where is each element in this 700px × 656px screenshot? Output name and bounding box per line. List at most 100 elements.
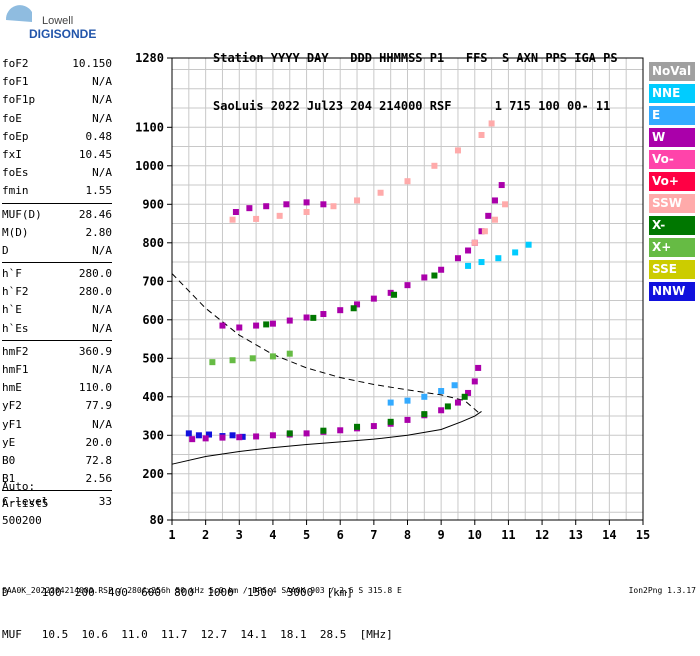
echo-point: [465, 247, 472, 254]
x-tick-label: 4: [269, 528, 276, 542]
echo-point: [502, 201, 509, 208]
legend-item: X+: [649, 238, 695, 257]
param-row: fmin 1.55: [2, 182, 112, 200]
param-name: B1: [2, 472, 16, 486]
param-value: N/A: [92, 166, 112, 180]
param-name: h`F2: [2, 285, 29, 299]
y-tick-label: 80: [150, 513, 164, 527]
param-name: fxI: [2, 147, 22, 161]
param-row: foF1 N/A: [2, 73, 112, 91]
x-tick-label: 15: [636, 528, 650, 542]
echo-point: [421, 393, 428, 400]
chart-axes: 1 2 3 4 5 6 7 8 9 10 11 12 13 14 158020030040050060070…: [135, 51, 650, 542]
y-tick-label: 500: [142, 351, 164, 365]
y-tick-label: 700: [142, 274, 164, 288]
x-tick-label: 9: [438, 528, 445, 542]
echo-point: [404, 178, 411, 185]
param-name: foEs: [2, 166, 29, 180]
scaled-parameters-panel: foF2 10.150 foF1 N/A foF1p N/A foE N/A foEp 0.48 f…: [2, 55, 112, 512]
param-name: foF2: [2, 57, 29, 70]
param-row: foEp 0.48: [2, 128, 112, 146]
auto-artist: Artist5: [2, 497, 49, 510]
echo-point: [283, 201, 290, 208]
echo-point: [421, 274, 428, 281]
param-value: 10.45: [78, 147, 112, 161]
echo-point: [475, 364, 482, 371]
echo-point: [350, 305, 357, 312]
logo-swoosh: [5, 5, 32, 22]
param-value: 33: [98, 495, 112, 509]
param-name: D: [2, 243, 9, 257]
echo-point: [286, 317, 293, 324]
param-row: yF1 N/A: [2, 416, 112, 434]
echo-point: [498, 182, 505, 189]
y-tick-label: 900: [142, 197, 164, 211]
echo-point: [253, 322, 260, 329]
echo-point: [451, 382, 458, 389]
echo-point: [202, 435, 209, 442]
echo-point: [478, 259, 485, 266]
echo-point: [219, 322, 226, 329]
echo-point: [354, 423, 361, 430]
auto-version: 500200: [2, 514, 42, 527]
param-row: D N/A: [2, 242, 112, 260]
echo-point: [454, 255, 461, 262]
echo-point: [219, 434, 226, 441]
y-tick-label: 1100: [135, 120, 164, 134]
echo-point: [461, 393, 468, 400]
echo-point: [491, 216, 498, 223]
chart-traces: [171, 273, 482, 465]
y-tick-label: 1000: [135, 159, 164, 173]
param-value: 0.48: [85, 129, 113, 143]
chart-marks: [185, 120, 532, 443]
param-name: foF1: [2, 75, 29, 89]
x-tick-label: 14: [602, 528, 616, 542]
param-value: N/A: [92, 363, 112, 376]
param-name: B0: [2, 453, 16, 467]
param-row: foE N/A: [2, 110, 112, 128]
x-tick-label: 3: [236, 528, 243, 542]
echo-point: [471, 378, 478, 385]
echo-point: [320, 201, 327, 208]
echo-point: [438, 388, 445, 395]
echo-point: [249, 355, 256, 362]
y-tick-label: 400: [142, 390, 164, 404]
param-value: N/A: [92, 417, 112, 431]
echo-point: [269, 432, 276, 439]
param-row: yF2 77.9: [2, 397, 112, 415]
x-tick-label: 6: [337, 528, 344, 542]
param-row: foEs N/A: [2, 164, 112, 182]
param-name: MUF(D): [2, 207, 42, 221]
echo-point: [263, 203, 270, 210]
legend-item: E: [649, 106, 695, 125]
muf-table: D 100 200 400 600 800 1000 1500 3000 [km…: [2, 558, 393, 656]
echo-point: [495, 255, 502, 262]
param-name: yF2: [2, 399, 22, 413]
echo-point: [525, 241, 532, 248]
echo-point: [438, 407, 445, 414]
echo-point: [236, 434, 243, 441]
param-row: hmF2 360.9: [2, 343, 112, 361]
param-name: hmE: [2, 381, 22, 395]
x-tick-label: 1: [168, 528, 175, 542]
param-name: h`F: [2, 267, 22, 281]
echo-point: [370, 423, 377, 430]
echo-point: [377, 189, 384, 196]
param-separator: [2, 202, 112, 204]
muf-frequency-row: MUF 10.5 10.6 11.0 11.7 12.7 14.1 18.1 2…: [2, 628, 393, 641]
param-row: yE 20.0: [2, 434, 112, 452]
x-tick-label: 13: [568, 528, 582, 542]
echo-point: [354, 197, 361, 204]
y-tick-label: 300: [142, 428, 164, 442]
param-name: fmin: [2, 184, 29, 198]
echo-point: [454, 399, 461, 406]
file-footer: SAA0K_2022204214000.RSF / 280fx256h 50 k…: [2, 586, 402, 595]
param-row: foF2 10.150: [2, 55, 112, 73]
echo-point: [404, 397, 411, 404]
param-row: hmF1 N/A: [2, 361, 112, 379]
param-name: foEp: [2, 129, 29, 143]
param-value: N/A: [92, 75, 112, 89]
echo-point: [488, 120, 495, 127]
x-tick-label: 2: [202, 528, 209, 542]
param-name: hmF2: [2, 344, 29, 358]
